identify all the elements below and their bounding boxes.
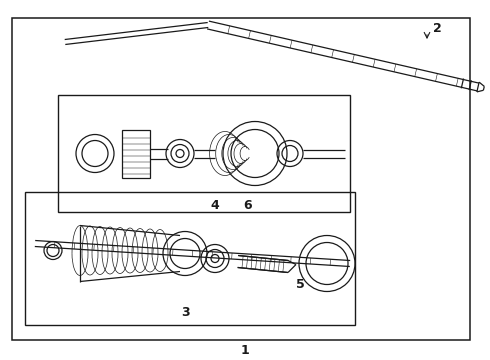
Bar	[12, 18, 470, 340]
Text: 6: 6	[244, 198, 252, 212]
Bar	[25, 192, 355, 325]
Text: 2: 2	[433, 22, 441, 35]
Text: 4: 4	[211, 198, 220, 212]
Text: 3: 3	[181, 306, 189, 319]
Bar	[58, 95, 350, 212]
Bar	[122, 130, 150, 177]
Text: 1: 1	[241, 345, 249, 357]
Text: 5: 5	[295, 279, 304, 292]
